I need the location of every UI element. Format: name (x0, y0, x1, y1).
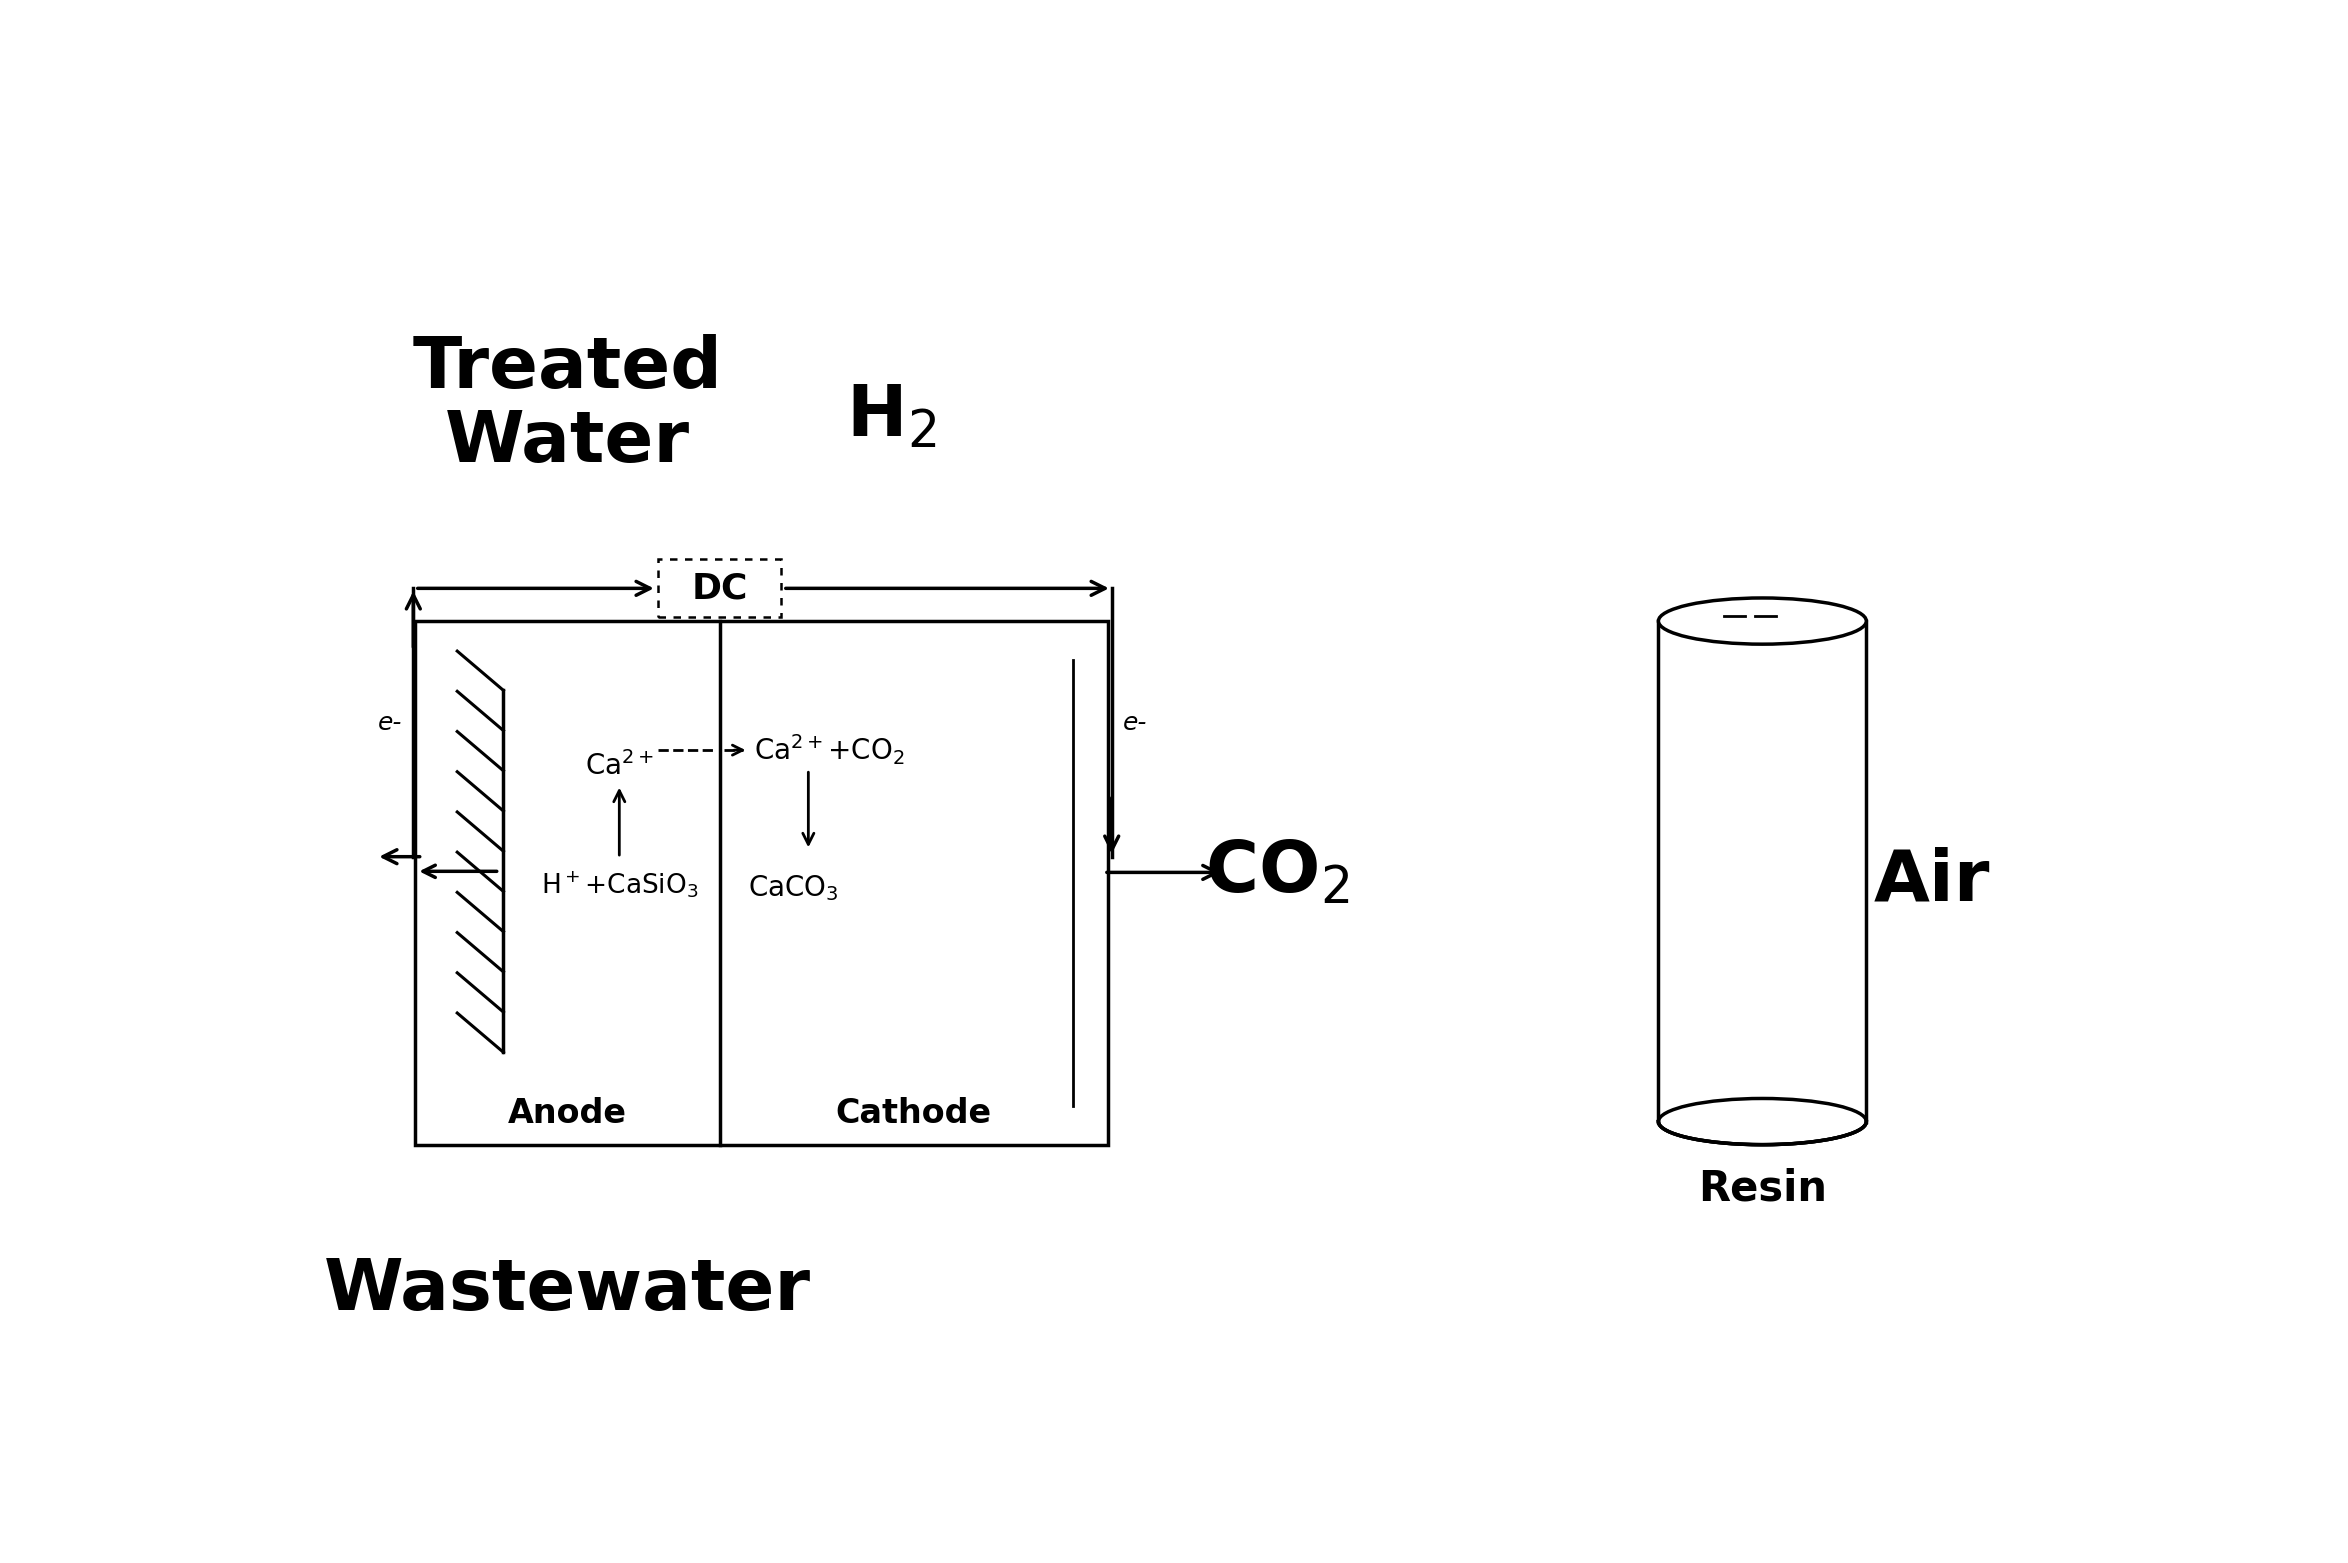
Text: e-: e- (378, 711, 402, 735)
Text: DC: DC (693, 572, 749, 605)
Text: H$^+$+CaSiO$_3$: H$^+$+CaSiO$_3$ (540, 869, 697, 900)
Text: H$_2$: H$_2$ (845, 383, 937, 452)
Text: Treated
Water: Treated Water (413, 334, 723, 477)
Text: Cathode: Cathode (836, 1097, 991, 1130)
Text: Ca$^{2+}$+CO$_2$: Ca$^{2+}$+CO$_2$ (754, 733, 906, 767)
Text: CO$_2$: CO$_2$ (1205, 838, 1350, 907)
Text: Resin: Resin (1698, 1168, 1827, 1210)
Bar (416, 621, 1108, 1144)
Text: e-: e- (1122, 711, 1148, 735)
Ellipse shape (1658, 599, 1867, 644)
Text: Air: Air (1874, 847, 1991, 916)
Bar (657, 560, 782, 617)
Text: Ca$^{2+}$: Ca$^{2+}$ (585, 752, 653, 782)
Text: Anode: Anode (507, 1097, 627, 1130)
Text: CaCO$_3$: CaCO$_3$ (747, 874, 838, 903)
Ellipse shape (1658, 1099, 1867, 1144)
Text: Wastewater: Wastewater (324, 1257, 810, 1325)
